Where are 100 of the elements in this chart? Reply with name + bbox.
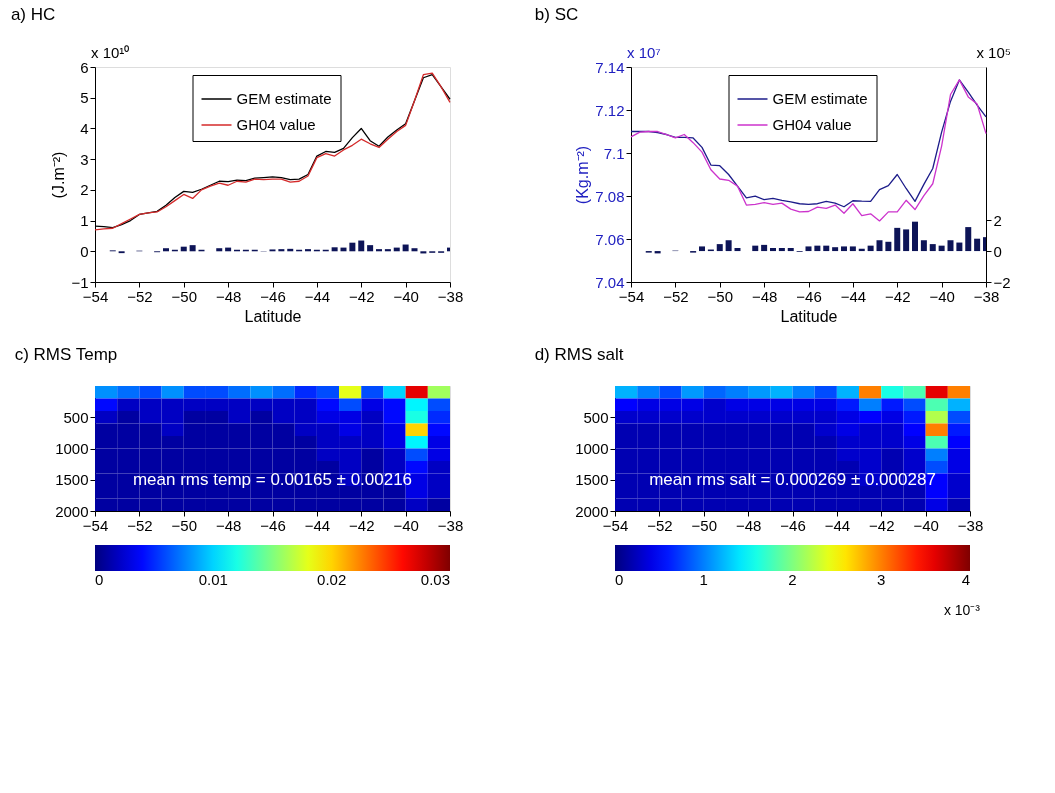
bar <box>974 238 981 252</box>
bar <box>331 247 338 252</box>
y-tick-label: 1 <box>80 212 89 230</box>
bar <box>832 247 839 252</box>
x-tick-label: −50 <box>171 287 197 305</box>
color-bar-label: 3 <box>877 571 886 588</box>
bar <box>716 244 723 252</box>
bar <box>358 240 365 252</box>
x-tick-label: −38 <box>437 516 464 534</box>
y2-tick-label: 2 <box>993 211 1002 229</box>
x-tick-label: −48 <box>751 287 778 305</box>
bar <box>278 249 285 252</box>
bar <box>938 245 945 252</box>
y-tick-label: 7.06 <box>595 230 625 248</box>
x-tick-label: −52 <box>127 516 153 534</box>
bar <box>823 245 830 252</box>
x-tick-label: −48 <box>735 516 762 534</box>
y-tick-label: 0 <box>80 242 89 260</box>
y-tick-label: 500 <box>583 408 609 426</box>
x-tick-label: −38 <box>437 287 464 305</box>
x-tick-label: −40 <box>393 287 419 305</box>
bar <box>189 245 196 252</box>
x-tick-label: −42 <box>349 516 375 534</box>
x-tick-label: −46 <box>260 516 286 534</box>
x-tick-label: −42 <box>885 287 911 305</box>
y-tick-label: 2 <box>80 181 89 199</box>
x-tick-label: −46 <box>260 287 286 305</box>
bar <box>912 221 918 252</box>
y-tick-label: 500 <box>63 408 89 426</box>
y-axis-title: (Kg.m⁻²) <box>574 145 592 205</box>
bar <box>384 249 391 252</box>
x-tick-label: −42 <box>869 516 895 534</box>
bar <box>841 246 847 252</box>
bar <box>867 245 874 252</box>
x-tick-label: −50 <box>171 516 197 534</box>
legend-label: GH04 value <box>236 116 316 133</box>
bar <box>376 249 382 252</box>
y2-tick-label: 0 <box>993 242 1002 260</box>
chart-title: a) HC <box>10 5 56 24</box>
x-tick-label: −50 <box>707 287 733 305</box>
y-tick-label: 1000 <box>575 440 609 457</box>
bar <box>411 248 418 252</box>
x-tick-label: −50 <box>691 516 717 534</box>
bar <box>163 248 169 252</box>
bar <box>734 247 741 252</box>
x-tick-label: −46 <box>796 287 822 305</box>
chart-title: b) SC <box>534 5 579 24</box>
text: x 10⁻³ <box>943 602 981 618</box>
y-tick-label: 5 <box>80 89 89 107</box>
color-bar-label: 0.01 <box>198 571 228 588</box>
y-tick-label: 7.12 <box>595 101 625 119</box>
bar <box>761 244 768 252</box>
bar <box>947 240 954 252</box>
x-tick-label: −44 <box>840 287 867 305</box>
bar <box>929 244 936 252</box>
legend-label: GEM estimate <box>236 90 332 107</box>
x-tick-label: −52 <box>663 287 689 305</box>
bar <box>778 247 785 252</box>
bar <box>814 245 821 252</box>
y-tick-label: 3 <box>80 150 89 168</box>
bar <box>876 240 883 252</box>
x-tick-label: −44 <box>824 516 851 534</box>
bar <box>903 229 910 252</box>
color-bar-label: 1 <box>699 571 708 588</box>
bar <box>367 245 374 252</box>
bar <box>920 240 927 252</box>
text: x 10⁵ <box>976 44 1011 61</box>
x-tick-label: −46 <box>780 516 806 534</box>
bar <box>894 227 901 252</box>
x-tick-label: −52 <box>127 287 153 305</box>
annotation: mean rms salt = 0.000269 ± 0.000287 <box>649 469 936 489</box>
x-tick-label: −40 <box>913 516 939 534</box>
annotation: mean rms temp = 0.00165 ± 0.00216 <box>132 469 413 489</box>
legend-label: GEM estimate <box>772 90 868 107</box>
y-tick-label: 7.1 <box>603 144 625 162</box>
color-bar-label: 0.03 <box>420 571 450 588</box>
x-tick-label: −52 <box>647 516 673 534</box>
x-axis-title: Latitude <box>244 307 302 325</box>
legend-label: GH04 value <box>772 116 852 133</box>
bar <box>752 245 759 252</box>
text: x 10⁷ <box>627 44 661 61</box>
bar <box>956 242 963 252</box>
bar <box>885 241 892 252</box>
y-tick-label: 7.08 <box>595 187 625 205</box>
bar <box>805 246 812 252</box>
y-tick-label: 7.14 <box>595 58 625 76</box>
x-axis-title: Latitude <box>780 307 838 325</box>
bar <box>216 248 223 252</box>
x-tick-label: −48 <box>215 516 242 534</box>
y-axis-title: (J.m⁻²) <box>50 151 68 199</box>
chart-title: c) RMS Temp <box>14 345 118 364</box>
x-tick-label: −42 <box>349 287 375 305</box>
bar <box>349 242 356 252</box>
x-tick-label: −48 <box>215 287 242 305</box>
x-tick-label: −44 <box>304 287 331 305</box>
bar <box>725 240 732 252</box>
bar <box>770 247 776 252</box>
x-tick-label: −38 <box>957 516 984 534</box>
y-tick-label: 1500 <box>55 471 89 489</box>
color-bar-label: 2 <box>788 571 797 588</box>
